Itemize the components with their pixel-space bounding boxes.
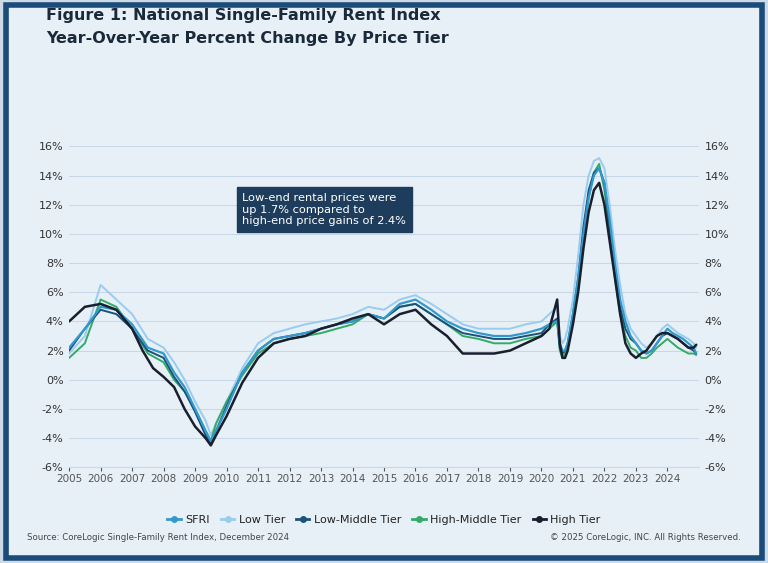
Text: © 2025 CoreLogic, INC. All Rights Reserved.: © 2025 CoreLogic, INC. All Rights Reserv…	[551, 533, 741, 542]
Text: Year-Over-Year Percent Change By Price Tier: Year-Over-Year Percent Change By Price T…	[46, 31, 449, 46]
Text: Low-end rental prices were
up 1.7% compared to
high-end price gains of 2.4%: Low-end rental prices were up 1.7% compa…	[243, 193, 406, 226]
Text: Source: CoreLogic Single-Family Rent Index, December 2024: Source: CoreLogic Single-Family Rent Ind…	[27, 533, 289, 542]
Text: Figure 1: National Single-Family Rent Index: Figure 1: National Single-Family Rent In…	[46, 8, 441, 24]
Legend: SFRI, Low Tier, Low-Middle Tier, High-Middle Tier, High Tier: SFRI, Low Tier, Low-Middle Tier, High-Mi…	[163, 510, 605, 529]
